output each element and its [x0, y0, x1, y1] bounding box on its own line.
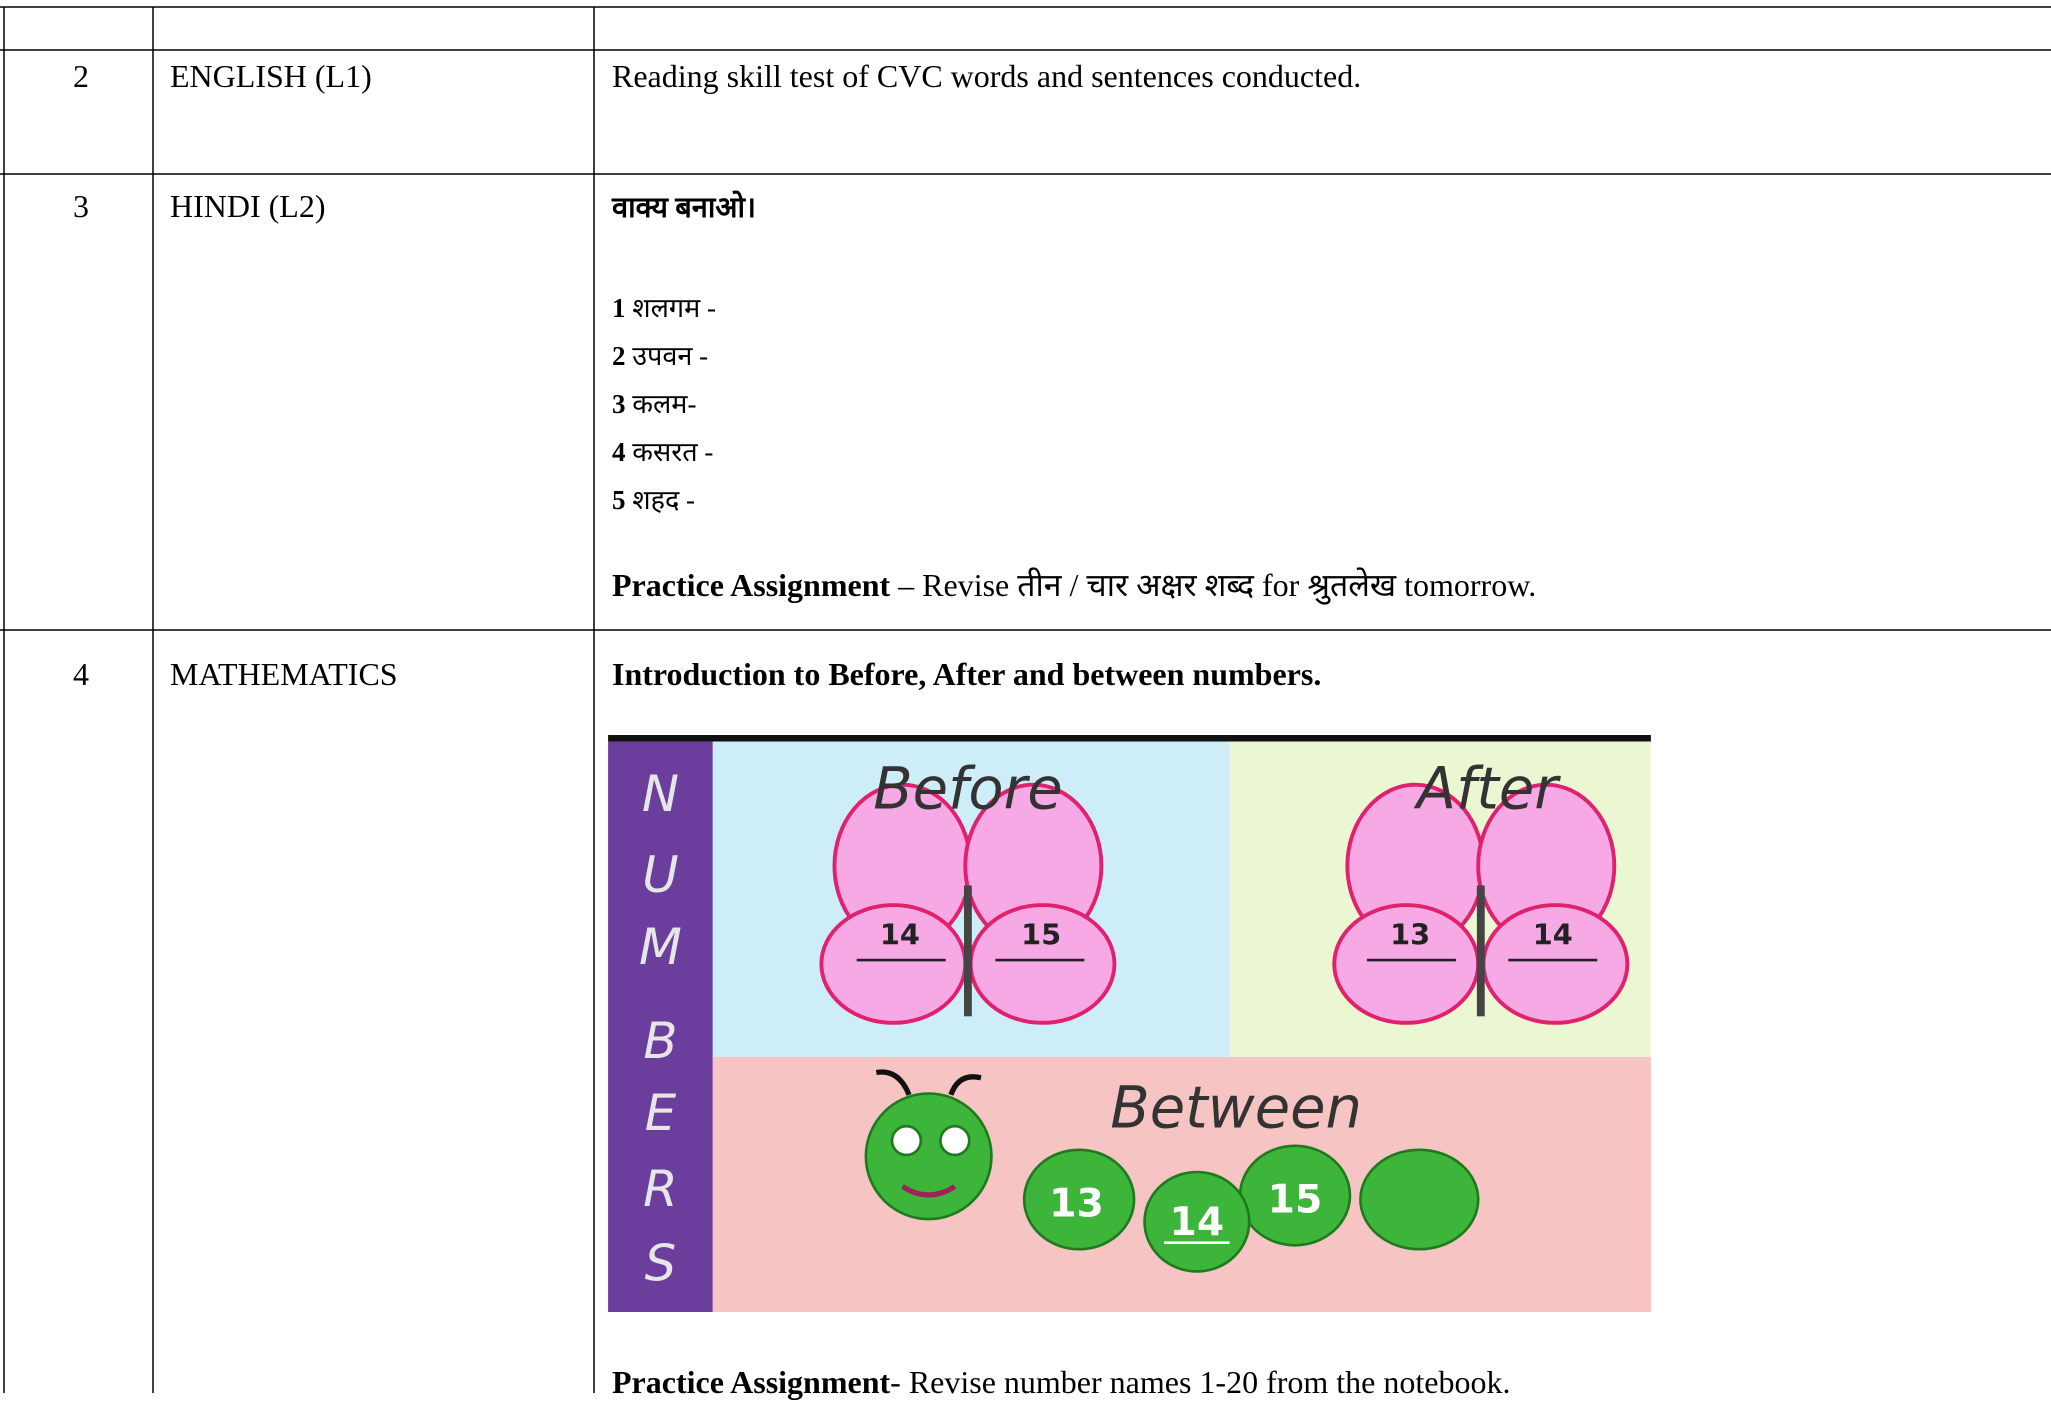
caterpillar-number: 13 [1049, 1181, 1104, 1226]
panel-title: Before [873, 755, 1062, 822]
assignment-label: Practice Assignment [612, 1364, 891, 1400]
side-letter: B [643, 1012, 677, 1070]
row-number: 4 [73, 656, 89, 692]
assignment: Practice Assignment- Revise number names… [612, 1362, 1510, 1402]
subject: HINDI (L2) [170, 188, 326, 224]
subject: MATHEMATICS [170, 656, 398, 692]
subject: ENGLISH (L1) [170, 58, 372, 94]
list-item: 3 कलम- [612, 380, 716, 428]
side-letter: E [645, 1084, 677, 1142]
butterfly-number: 15 [1021, 917, 1061, 951]
caterpillar [864, 1092, 1480, 1273]
item-word: शहद - [632, 485, 696, 515]
caterpillar-number: 15 [1268, 1178, 1323, 1223]
butterfly-number: 14 [880, 917, 920, 951]
list-item: 4 कसरत - [612, 428, 716, 476]
side-letter: R [643, 1160, 678, 1218]
list-item: 1 शलगम - [612, 284, 716, 332]
list-item: 5 शहद - [612, 476, 716, 524]
eye [890, 1124, 923, 1157]
butterfly [1332, 782, 1630, 1025]
content: Reading skill test of CVC words and sent… [612, 58, 1362, 94]
side-letter: N [642, 765, 679, 823]
item-number: 1 [612, 293, 626, 323]
side-letter: U [642, 846, 678, 904]
segment [1359, 1148, 1480, 1251]
item-number: 2 [612, 341, 626, 371]
heading: वाक्य बनाओ। [612, 192, 757, 224]
butterfly-number: 14 [1533, 917, 1573, 951]
assignment-text: - Revise number names 1-20 from the note… [890, 1364, 1511, 1400]
panel-title: After [1413, 755, 1562, 822]
antennae [875, 1069, 982, 1096]
item-number: 3 [612, 389, 626, 419]
segment [1022, 1148, 1136, 1251]
panel-title: Between [1110, 1075, 1362, 1142]
item-word: कलम- [632, 389, 697, 419]
antenna [875, 1069, 912, 1096]
top-bar [608, 735, 1651, 742]
row-number: 2 [73, 58, 89, 94]
item-word: शलगम - [632, 293, 717, 323]
body [963, 885, 972, 1017]
side-letter: M [639, 918, 682, 976]
item-word: उपवन - [632, 341, 709, 371]
side-strip [608, 741, 713, 1312]
item-word: कसरत - [632, 437, 714, 467]
mouth [901, 1184, 957, 1198]
assignment-text: – Revise तीन / चार अक्षर शब्द for श्रुतल… [898, 567, 1537, 603]
antenna [948, 1074, 982, 1096]
row-number: 3 [73, 188, 89, 224]
list-item: 2 उपवन - [612, 332, 716, 380]
eye [939, 1124, 971, 1157]
side-letter: S [645, 1235, 677, 1293]
segment [1143, 1170, 1251, 1273]
head [864, 1092, 993, 1221]
word-list: 1 शलगम - 2 उपवन - 3 कलम- 4 कसरत - 5 शहद … [612, 284, 716, 524]
body [1476, 885, 1485, 1017]
item-number: 5 [612, 485, 626, 515]
item-number: 4 [612, 437, 626, 467]
butterfly [819, 782, 1117, 1025]
heading: Introduction to Before, After and betwee… [612, 656, 1322, 692]
grid-lines [0, 6, 2051, 1393]
caterpillar-number: 14 [1170, 1200, 1225, 1245]
assignment: Practice Assignment – Revise तीन / चार अ… [612, 565, 1536, 605]
assignment-label: Practice Assignment [612, 567, 891, 603]
butterfly-number: 13 [1390, 917, 1430, 951]
illustration-labels: Before After Between 14 15 13 14 13 14 15 [873, 755, 1573, 1245]
